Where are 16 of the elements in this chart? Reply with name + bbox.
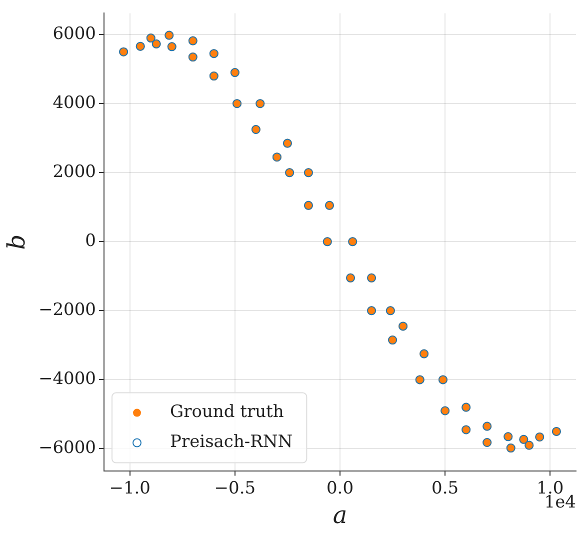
x-tick-label: −1.0: [109, 478, 150, 498]
legend-label: Preisach-RNN: [170, 432, 293, 452]
y-tick-label: −6000: [38, 438, 96, 458]
x-tick-label: −0.5: [214, 478, 256, 498]
y-axis-title: b: [2, 234, 31, 250]
x-tick-label: 0.5: [432, 478, 459, 498]
y-tick-label: −2000: [38, 300, 96, 320]
y-tick-label: 2000: [52, 162, 96, 182]
y-tick-label: 4000: [52, 93, 96, 114]
x-axis-title: a: [332, 500, 348, 529]
x-tick-label: 0.0: [326, 478, 354, 498]
text: 1e4: [544, 492, 576, 513]
y-tick-label: −4000: [38, 369, 96, 390]
legend-label: Ground truth: [170, 402, 284, 422]
y-tick-label: 6000: [52, 24, 96, 44]
y-tick-label: 0: [85, 231, 96, 252]
